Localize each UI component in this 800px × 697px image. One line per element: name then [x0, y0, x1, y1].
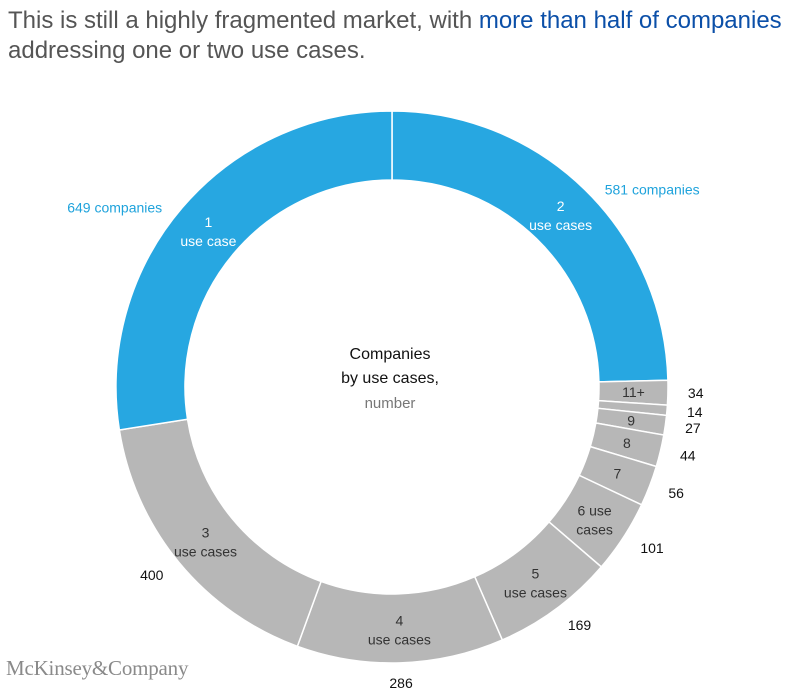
- donut-slices: [115, 110, 669, 664]
- slice-label-9: 9: [627, 412, 635, 428]
- value-label-2: 581 companies: [605, 181, 700, 197]
- slice-label-11-plus: 11+: [622, 384, 645, 400]
- value-label-8: 44: [680, 447, 696, 463]
- slice-label-5: 5: [532, 565, 540, 581]
- slice-2: [391, 110, 669, 383]
- slice-sublabel-3: use cases: [174, 543, 237, 559]
- slice-sublabel-2: use cases: [529, 217, 592, 233]
- slice-label-3: 3: [202, 524, 210, 540]
- slice-sublabel-6: cases: [576, 521, 613, 537]
- slice-sublabel-1: use case: [180, 233, 236, 249]
- slice-label-1: 1: [205, 214, 213, 230]
- headline-part2: addressing one or two use cases.: [8, 37, 366, 64]
- headline: This is still a highly fragmented market…: [8, 6, 798, 66]
- value-label-9: 27: [685, 420, 701, 436]
- value-label-4: 286: [389, 675, 413, 691]
- slice-3: [118, 418, 322, 648]
- value-label-10: 14: [687, 404, 703, 420]
- value-label-1: 649 companies: [67, 200, 162, 216]
- value-label-6: 101: [640, 540, 664, 556]
- center-label-line3: number: [365, 395, 416, 412]
- slice-label-7: 7: [614, 466, 622, 482]
- slice-1: [115, 110, 393, 431]
- slice-label-8: 8: [623, 435, 631, 451]
- slice-sublabel-5: use cases: [504, 584, 567, 600]
- slice-sublabel-4: use cases: [368, 631, 431, 647]
- slice-label-2: 2: [557, 198, 565, 214]
- segment-labels: 2 use cases 11+ 9 87 6 use cases 5 use cases 4 use…: [174, 198, 645, 647]
- mckinsey-logo: McKinsey&Company: [6, 656, 189, 680]
- slice-label-6: 6 use: [577, 502, 611, 518]
- value-label-5: 169: [568, 617, 592, 633]
- value-label-3: 400: [140, 567, 164, 583]
- center-label-line1: Companies: [350, 346, 431, 363]
- value-label-11-plus: 34: [688, 385, 704, 401]
- headline-part1: This is still a highly fragmented market…: [8, 7, 479, 34]
- headline-highlight: more than half of companies: [478, 7, 782, 34]
- center-label: Companies by use cases, number: [341, 346, 439, 412]
- center-label-line2: by use cases,: [341, 370, 439, 387]
- value-label-7: 56: [668, 485, 684, 501]
- slice-label-4: 4: [395, 612, 403, 628]
